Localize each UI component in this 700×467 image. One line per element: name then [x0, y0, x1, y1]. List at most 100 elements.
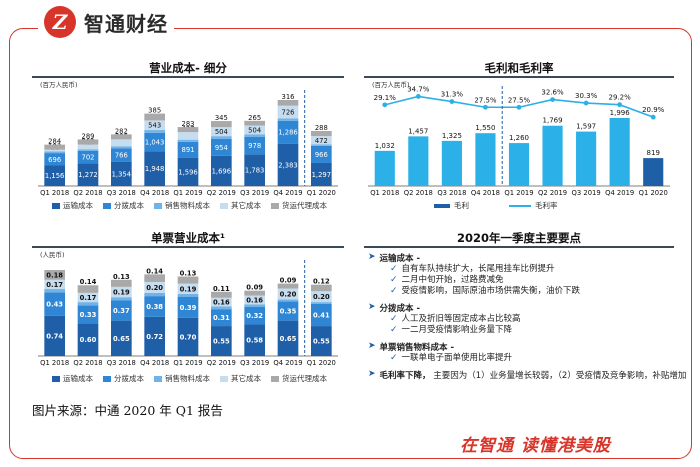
bar-segment: [311, 136, 332, 145]
chart-cost-breakdown: (百万人民币)1,15669689103284Q1 20181,27270295…: [38, 81, 338, 197]
data-label: 0.60: [80, 336, 97, 344]
note-heading: ➤ 毛利率下降， 主要因为（1）业务量增长较弱，（2）受疫情及竞争影响，补贴增加: [368, 369, 688, 381]
checkmark-icon: ✓: [390, 275, 398, 285]
note-item-text: 受疫情影响，国际原油市场供需失衡，油价下跌: [401, 286, 581, 296]
data-label: 766: [115, 152, 128, 160]
tick-label: Q3 2018: [107, 189, 136, 197]
bar-segment: [177, 139, 199, 142]
notes-list: ➤ 运输成本 - ✓ 自有车队持续扩大，长尾甩挂车比例提升 ✓ 二月中旬开始，过路费减免 ✓…: [368, 252, 688, 386]
note-heading-text: 分拨成本 -: [379, 304, 421, 314]
bar-segment: [77, 144, 99, 150]
tick-label: Q1 2019: [504, 189, 533, 197]
note-item: ✓ 受疫情影响，国际原油市场供需失衡，油价下跌: [390, 286, 688, 297]
data-label: 1,043: [145, 139, 164, 147]
bar-segment: [244, 307, 265, 325]
tick-label: Q1 2018: [40, 359, 69, 367]
source-caption: 图片来源：中通 2020 年 Q1 报告: [32, 403, 223, 418]
tick-label: Q4 2018: [140, 359, 169, 367]
line-point: [449, 99, 455, 104]
data-label: 0.20: [313, 293, 330, 301]
bar-segment: [211, 326, 232, 356]
tick-label: Q4 2019: [273, 359, 302, 367]
data-label: 345: [215, 114, 228, 122]
bar-segment: [211, 297, 232, 307]
bar-segment: [111, 279, 132, 287]
legend-swatch: [103, 376, 111, 382]
bar-segment: [277, 283, 299, 289]
bar-segment: [77, 150, 99, 164]
tick-label: Q3 2018: [107, 359, 136, 367]
data-label: 0.43: [46, 301, 63, 309]
chart-legend: 运输成本 分拨成本 销售物料成本 其它成本 货运代理成本: [52, 373, 327, 384]
data-label: 504: [248, 127, 261, 135]
checkmark-icon: ✓: [390, 353, 398, 363]
data-label: 1,596: [178, 168, 197, 176]
legend-swatch: [52, 203, 60, 209]
panel-gross-profit: 毛利和毛利率 (百万人民币) 1,032 Q1 2018 1,457 Q2 2018 1,…: [364, 58, 674, 218]
legend-label: 货运代理成本: [282, 201, 327, 210]
bar-segment: [277, 288, 299, 300]
bar-segment: [44, 279, 65, 290]
note-section: ➤ 分拨成本 - ✓ 人工及折旧等固定成本占比较高 ✓ 一二月受疫情影响业务量下降: [368, 302, 688, 336]
panel-cost-breakdown: 营业成本- 细分 (百万人民币)1,15669689103284Q1 20181…: [32, 58, 344, 218]
note-item-text: 一联单电子面单使用比率提升: [401, 353, 513, 363]
legend-label: 运输成本: [63, 374, 93, 383]
data-label: 0.70: [180, 333, 197, 341]
data-label: 1,325: [442, 132, 462, 140]
data-label: 978: [248, 142, 261, 150]
bar: [441, 140, 462, 186]
bar-segment: [144, 296, 165, 317]
bar-segment: [144, 292, 165, 297]
bar-segment: [177, 296, 199, 318]
legend-label: 毛利: [454, 201, 469, 210]
data-label: 1,550: [475, 124, 495, 132]
note-heading: ➤ 单票销售物料成本 -: [368, 341, 688, 353]
arrow-bullet-icon: ➤: [368, 252, 376, 262]
legend-label: 分拨成本: [114, 374, 144, 383]
data-label: 0.13: [113, 273, 130, 281]
legend-label: 销售物料成本: [165, 374, 210, 383]
bar-segment: [44, 165, 65, 186]
legend-swatch: [103, 203, 111, 209]
tick-label: Q4 2018: [140, 189, 169, 197]
bar-segment: [211, 309, 232, 327]
bar-segment: [77, 285, 99, 293]
data-label: 966: [315, 151, 328, 159]
line-label: 27.5%: [474, 96, 497, 104]
data-label: 472: [315, 137, 328, 145]
legend-label: 分拨成本: [114, 201, 144, 210]
legend-item: 货运代理成本: [271, 373, 327, 384]
brand-name: 智通财经: [84, 11, 168, 36]
legend-swatch: [271, 203, 279, 209]
tick-label: Q1 2018: [40, 189, 69, 197]
tick-label: Q4 2019: [605, 189, 634, 197]
bar-segment: [244, 136, 265, 155]
legend-item: 运输成本: [52, 200, 93, 211]
note-item: ✓ 自有车队持续扩大，长尾甩挂车比例提升: [390, 264, 688, 275]
data-label: 0.09: [246, 284, 263, 292]
data-label: 265: [248, 114, 261, 122]
note-heading: ➤ 分拨成本 -: [368, 302, 688, 314]
panel-notes-header: 2020年一季度主要要点: [364, 228, 674, 250]
bar-segment: [244, 154, 265, 186]
line-label: 27.5%: [508, 96, 531, 104]
data-label: 0.41: [313, 311, 330, 319]
data-label: 0.37: [113, 307, 130, 315]
title-divider: [32, 76, 344, 78]
line-label: 32.6%: [541, 89, 564, 97]
bar-segment: [44, 289, 65, 293]
data-label: 0.17: [80, 294, 97, 302]
line-label: 31.3%: [441, 91, 464, 99]
bar-segment: [44, 151, 65, 154]
data-label: 385: [148, 107, 161, 115]
legend-item: 分拨成本: [103, 200, 144, 211]
legend-item: 其它成本: [220, 373, 261, 384]
legend-label: 毛利率: [535, 201, 558, 210]
chart-title: 营业成本- 细分: [149, 61, 227, 75]
legend-swatch: [154, 376, 162, 382]
data-label: 289: [82, 132, 95, 140]
data-label: 891: [182, 146, 195, 154]
bar-segment: [311, 326, 332, 356]
bar-segment: [244, 295, 265, 305]
